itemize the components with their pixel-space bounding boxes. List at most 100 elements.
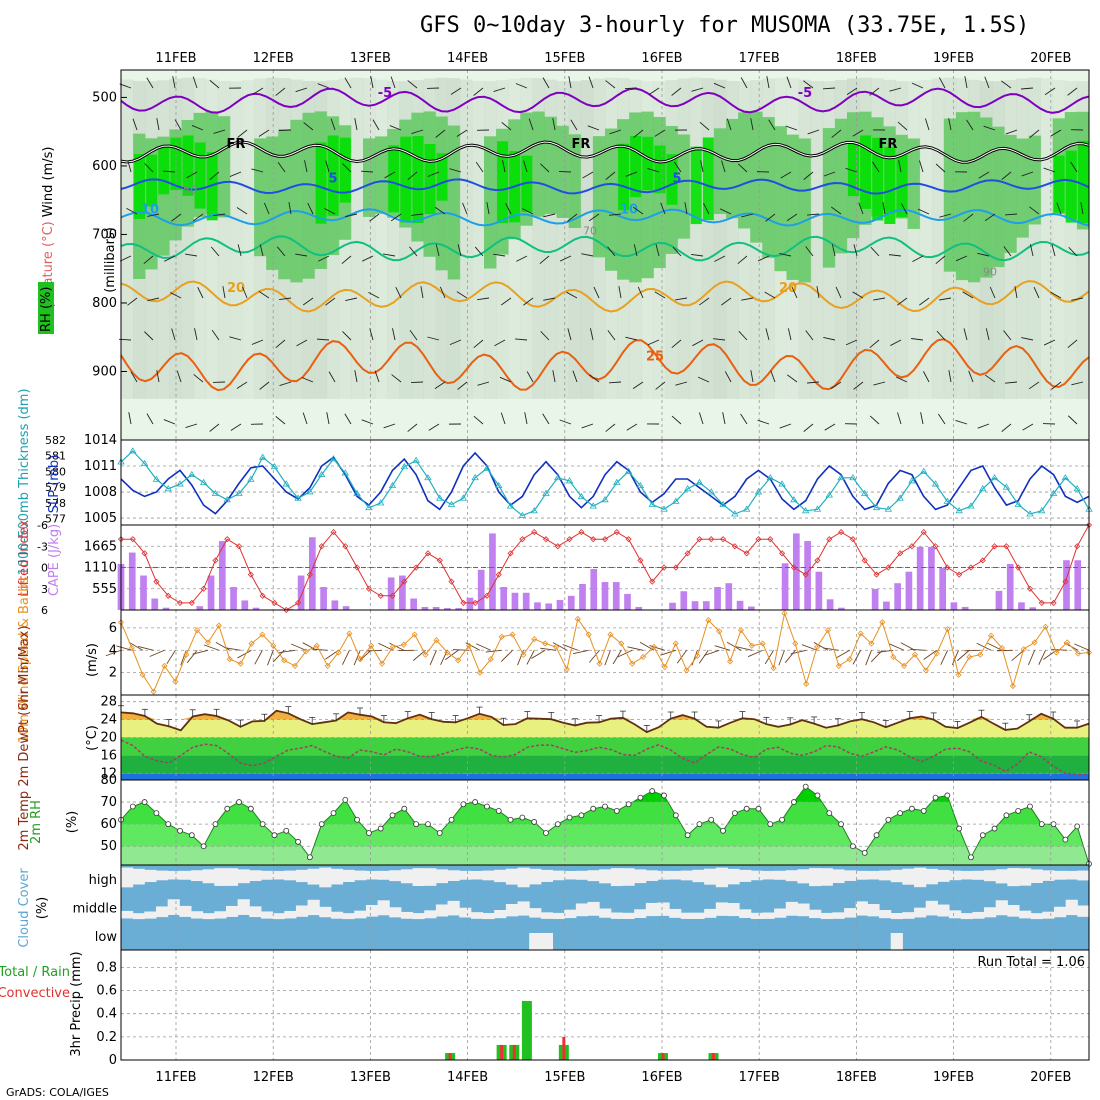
- thickness-point: [353, 489, 361, 496]
- rh-saturated-column: [860, 135, 872, 209]
- wind-barb: [254, 650, 263, 665]
- cloud-high-cell: [704, 868, 717, 885]
- wind-barb: [671, 87, 682, 96]
- lifted-index-point: [566, 536, 573, 543]
- cloud-high-cell: [319, 867, 332, 888]
- wind-barb: [778, 650, 785, 666]
- rh-point: [814, 792, 821, 799]
- wind-barb: [391, 374, 402, 383]
- cape-bar: [196, 606, 204, 610]
- rh-point: [224, 805, 231, 812]
- wind-barb: [845, 339, 858, 346]
- rh-point: [177, 827, 183, 834]
- cape-bar: [725, 583, 733, 610]
- wind-barb: [637, 286, 644, 299]
- rh-moist-column: [713, 128, 727, 214]
- rh-moist-column: [774, 126, 787, 272]
- bottom-date-label: 18FEB: [836, 1070, 877, 1085]
- lifted-index-point: [389, 592, 396, 599]
- cloud-high-cell: [214, 868, 227, 886]
- cloud-middle-cell: [225, 905, 239, 917]
- cape-bar: [500, 587, 508, 610]
- wind-barb: [528, 118, 534, 131]
- wind-barb: [242, 286, 248, 299]
- wind-tick-label: 4: [109, 643, 117, 658]
- cloud-high-cell: [587, 870, 600, 882]
- wind-barb: [671, 415, 682, 425]
- wind-barb: [768, 119, 776, 131]
- wind-barb: [713, 338, 726, 341]
- wind-barb: [500, 649, 513, 662]
- wind-barb: [581, 423, 594, 429]
- wind-barb: [1001, 80, 1012, 89]
- wind-panel: 2 4 6: [105, 609, 1093, 696]
- rh-point: [425, 821, 431, 828]
- wind-barb: [882, 202, 886, 215]
- wind-speed-line: [120, 611, 1090, 693]
- wind-barb: [741, 297, 754, 301]
- rh-column: [242, 80, 255, 399]
- wind-barb: [210, 246, 220, 257]
- rh-point: [684, 832, 691, 839]
- wind-barb: [303, 122, 314, 131]
- lifted-index-point: [826, 536, 833, 543]
- wind-barb: [475, 643, 491, 651]
- thickness-point: [955, 507, 963, 514]
- wind-barb: [713, 82, 726, 89]
- lifted-index-point: [448, 578, 455, 585]
- wind-barb: [279, 649, 296, 654]
- contour-label: 10: [620, 202, 638, 217]
- wind-barb: [523, 297, 534, 306]
- wind-barb: [144, 331, 154, 341]
- thickness-point: [258, 453, 267, 460]
- wind-barb: [984, 374, 996, 383]
- cloud-high-cell: [762, 870, 775, 880]
- rh-point: [236, 799, 242, 805]
- wind-barb: [215, 642, 230, 651]
- wind-barb: [500, 412, 506, 425]
- rh-saturated-column: [690, 146, 702, 225]
- credit-label: GrADS: COLA/IGES: [6, 1086, 109, 1099]
- wind-barb: [770, 370, 776, 383]
- rh-saturated-column: [400, 136, 412, 223]
- panel-frame: [120, 949, 1090, 1061]
- wind-barb: [345, 297, 358, 301]
- lifted-index-point: [519, 536, 526, 543]
- wind-barb: [989, 286, 996, 299]
- rh-moist-column: [568, 134, 582, 228]
- lifted-index-point: [1015, 564, 1022, 571]
- rh-saturated-column: [170, 137, 182, 190]
- lifted-index-point: [354, 564, 361, 571]
- wind-barb: [983, 125, 996, 131]
- wind-barb: [911, 338, 924, 341]
- wind-barb: [612, 650, 622, 665]
- cloud-middle-cell: [447, 900, 460, 916]
- wind-barb: [567, 328, 572, 341]
- rh-saturated-column: [872, 137, 884, 221]
- thickness-point: [601, 496, 609, 503]
- wind-barb: [361, 419, 374, 425]
- wind-barb: [714, 645, 731, 651]
- rh-saturated-column: [436, 153, 448, 201]
- wind-speed-point: [150, 688, 157, 695]
- wind-barb: [493, 87, 506, 92]
- wind-barb: [213, 213, 226, 217]
- rh-point: [531, 819, 538, 825]
- rh-point: [1074, 823, 1081, 830]
- lifted-index-point: [153, 578, 160, 585]
- slp-line: [120, 451, 1090, 515]
- wind-barb: [552, 118, 556, 131]
- cloud-middle-cell: [785, 901, 798, 916]
- wind-speed-point: [705, 617, 712, 624]
- thickness-point: [424, 474, 432, 481]
- wind-barb: [617, 649, 633, 658]
- wind-barb: [750, 370, 754, 383]
- wind-barb: [420, 286, 424, 299]
- rh-column: [350, 77, 364, 399]
- wind-barb: [224, 647, 241, 651]
- rh-saturated-column: [1065, 150, 1077, 223]
- wind-barb: [830, 381, 842, 390]
- wind-barb: [435, 129, 446, 138]
- wind-barb: [647, 168, 660, 173]
- cloud-high-cell: [202, 869, 215, 884]
